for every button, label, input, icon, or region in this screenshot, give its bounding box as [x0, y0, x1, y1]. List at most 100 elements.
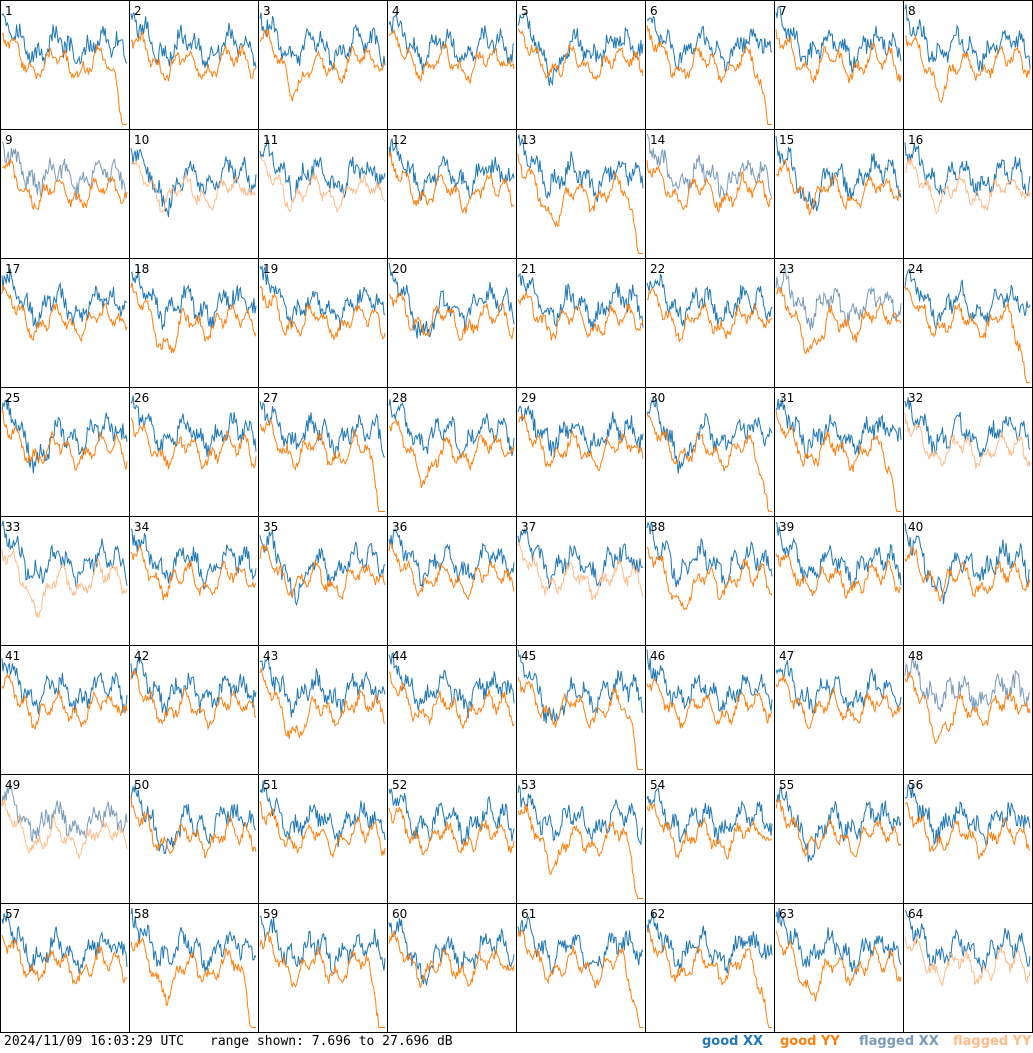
panel-6: 6 [645, 0, 775, 130]
trace-xx [775, 267, 902, 330]
trace-yy [259, 155, 386, 213]
trace-yy [388, 931, 515, 989]
trace-xx [775, 785, 902, 863]
panel-14: 14 [645, 129, 775, 259]
panel-frame [258, 258, 388, 388]
panel-26: 26 [129, 387, 259, 517]
panel-42: 42 [129, 645, 259, 775]
panel-7: 7 [774, 0, 904, 130]
panel-32: 32 [903, 387, 1033, 517]
trace-xx [646, 911, 773, 974]
panel-label: 58 [134, 907, 149, 921]
panel-frame [387, 0, 517, 130]
trace-yy [1, 548, 128, 619]
panel-60: 60 [387, 903, 517, 1033]
trace-xx [259, 12, 386, 72]
trace-yy [1, 799, 128, 859]
panel-frame [387, 903, 517, 1033]
trace-xx [259, 401, 386, 459]
trace-xx [904, 142, 1031, 197]
panel-label: 57 [5, 907, 20, 921]
panel-label: 12 [392, 133, 407, 147]
panel-frame [903, 645, 1033, 775]
trace-yy [646, 678, 773, 729]
trace-yy [1, 284, 128, 343]
trace-yy [517, 413, 644, 472]
panel-31: 31 [774, 387, 904, 517]
panel-label: 3 [263, 4, 271, 18]
trace-xx [646, 788, 773, 845]
panel-frame [387, 774, 517, 904]
trace-yy [646, 802, 773, 860]
trace-xx [1, 520, 128, 588]
panel-25: 25 [0, 387, 130, 517]
trace-yy [388, 151, 515, 214]
trace-xx [775, 521, 902, 588]
trace-yy [259, 285, 386, 342]
legend-flagged-yy: flagged YY [953, 1034, 1032, 1049]
trace-xx [646, 396, 773, 474]
panel-label: 24 [908, 262, 923, 276]
panel-4: 4 [387, 0, 517, 130]
panel-54: 54 [645, 774, 775, 904]
trace-xx [517, 784, 644, 846]
trace-yy [1, 672, 128, 731]
trace-xx [517, 404, 644, 458]
panel-label: 38 [650, 520, 665, 534]
panel-10: 10 [129, 129, 259, 259]
panel-23: 23 [774, 258, 904, 388]
panel-frame [258, 774, 388, 904]
panel-label: 19 [263, 262, 278, 276]
panel-label: 35 [263, 520, 278, 534]
panel-frame [258, 387, 388, 517]
panel-61: 61 [516, 903, 646, 1033]
panel-label: 63 [779, 907, 794, 921]
panel-label: 37 [521, 520, 536, 534]
trace-yy [517, 153, 643, 254]
panel-label: 9 [5, 133, 13, 147]
trace-yy [259, 417, 385, 512]
trace-yy [775, 553, 902, 600]
panel-label: 27 [263, 391, 278, 405]
trace-yy [646, 413, 772, 512]
panel-frame [516, 516, 646, 646]
trace-yy [775, 409, 901, 512]
trace-yy [646, 546, 773, 611]
panel-2: 2 [129, 0, 259, 130]
panel-frame [258, 903, 388, 1033]
trace-yy [517, 540, 644, 601]
trace-yy [646, 928, 772, 1028]
trace-yy [517, 28, 644, 82]
panel-30: 30 [645, 387, 775, 517]
trace-yy [775, 287, 902, 355]
panel-label: 23 [779, 262, 794, 276]
trace-xx [130, 908, 257, 973]
trace-xx [388, 262, 515, 339]
panel-frame [258, 516, 388, 646]
panel-11: 11 [258, 129, 388, 259]
trace-xx [904, 268, 1031, 330]
panel-frame [774, 258, 904, 388]
panel-label: 43 [263, 649, 278, 663]
panel-34: 34 [129, 516, 259, 646]
panel-frame [774, 387, 904, 517]
trace-xx [1, 141, 128, 200]
panel-label: 32 [908, 391, 923, 405]
legend-good-yy: good YY [780, 1034, 840, 1049]
panel-frame [516, 129, 646, 259]
trace-yy [904, 801, 1031, 861]
panel-frame [129, 774, 259, 904]
trace-xx [775, 398, 902, 459]
trace-xx [904, 910, 1031, 974]
panel-label: 60 [392, 907, 407, 921]
trace-yy [904, 671, 1031, 745]
trace-yy [646, 159, 773, 213]
panel-64: 64 [903, 903, 1033, 1033]
panel-label: 50 [134, 778, 149, 792]
panel-frame [516, 258, 646, 388]
panel-label: 31 [779, 391, 794, 405]
panel-28: 28 [387, 387, 517, 517]
panel-frame [645, 903, 775, 1033]
